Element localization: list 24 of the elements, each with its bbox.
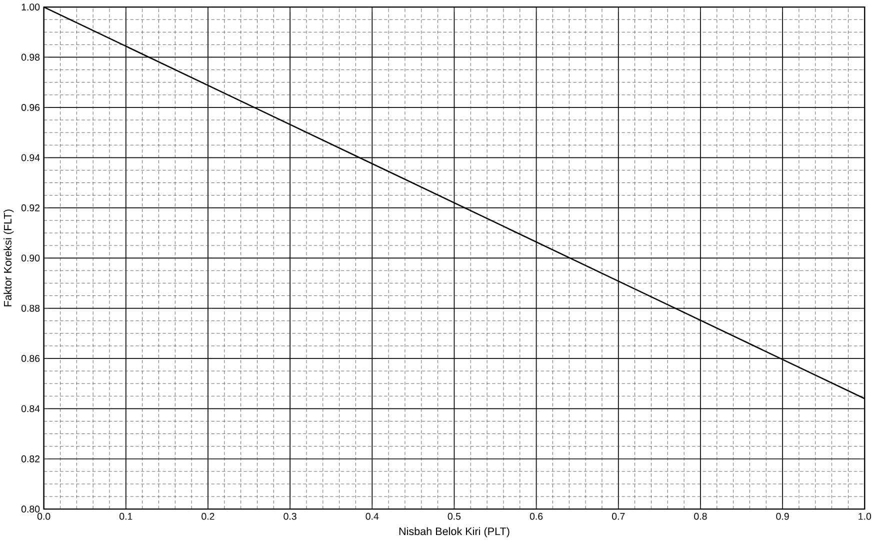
x-tick-label: 1.0 — [858, 512, 872, 520]
x-tick-label: 0.7 — [612, 512, 625, 520]
y-tick-label: 0.82 — [21, 455, 40, 462]
y-tick-label: 0.90 — [21, 254, 40, 262]
y-tick-label: 0.84 — [21, 405, 40, 412]
y-tick-label: 0.94 — [21, 154, 40, 162]
y-tick-label: 0.96 — [21, 104, 40, 111]
x-tick-label: 0.9 — [776, 512, 789, 520]
x-tick-label: 0.5 — [448, 512, 461, 520]
y-tick-label: 0.92 — [21, 204, 40, 212]
x-tick-label: 0.6 — [530, 512, 543, 520]
y-tick-label: 0.98 — [21, 54, 40, 61]
y-axis-title: Faktor Koreksi (FLT) — [4, 210, 14, 306]
x-tick-label: 0.4 — [366, 512, 379, 520]
y-tick-label: 0.86 — [21, 355, 40, 362]
y-tick-label: 0.80 — [21, 506, 40, 513]
y-tick-label: 0.88 — [21, 304, 40, 312]
x-tick-label: 0.1 — [120, 512, 132, 520]
y-tick-label: 1.00 — [22, 4, 40, 11]
x-tick-label: 0.3 — [284, 512, 296, 520]
x-axis-title: Nisbah Belok Kiri (PLT) — [399, 527, 510, 538]
x-tick-label: 0.2 — [202, 512, 214, 520]
x-tick-label: 0.8 — [694, 512, 707, 520]
x-tick-label: 0.0 — [37, 512, 50, 520]
